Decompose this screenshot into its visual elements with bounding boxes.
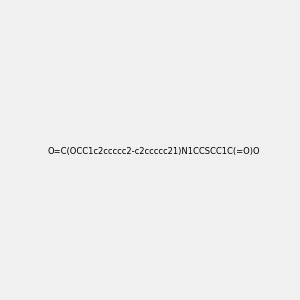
Text: O=C(OCC1c2ccccc2-c2ccccc21)N1CCSCC1C(=O)O: O=C(OCC1c2ccccc2-c2ccccc21)N1CCSCC1C(=O)…	[47, 147, 260, 156]
